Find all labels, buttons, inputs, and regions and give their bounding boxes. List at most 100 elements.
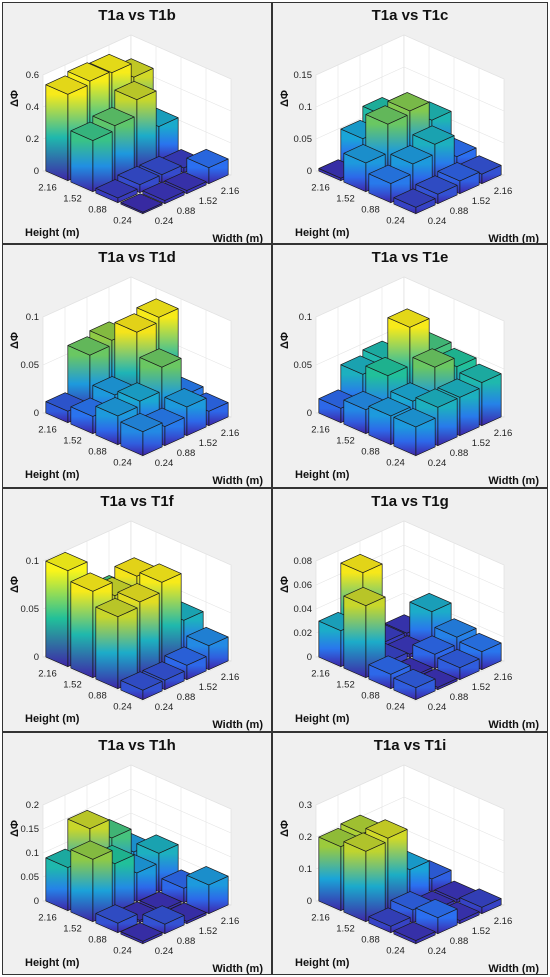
x-tick-label: 2.16 <box>221 672 240 683</box>
z-axis-label: ΔΦ <box>279 576 291 593</box>
width-axis-label: Width (m) <box>488 963 539 975</box>
bar-face <box>343 841 367 923</box>
bar-face <box>95 606 119 690</box>
bar-top <box>142 181 185 201</box>
bar-top <box>393 408 436 428</box>
y-tick-label: 2.16 <box>311 669 330 680</box>
z-tick-label: 0.6 <box>26 70 39 81</box>
x-tick-label: 1.52 <box>472 438 491 449</box>
y-tick-label: 1.52 <box>336 680 355 691</box>
bar-top <box>415 898 458 919</box>
z-tick-label: 0.1 <box>299 864 312 875</box>
y-tick-label: 2.16 <box>311 183 330 194</box>
bar-face <box>70 849 94 923</box>
x-tick-label: 0.24 <box>155 702 174 713</box>
z-axis-label: ΔΦ <box>9 576 21 593</box>
y-tick-label: 0.24 <box>386 946 405 957</box>
panel-t1h: 0.24 0.88 1.52 2.16 0.24 0.88 1.52 2.16 0 0.05 0.1… <box>2 732 272 975</box>
height-axis-label: Height (m) <box>25 713 80 725</box>
width-axis-label: Width (m) <box>212 963 263 975</box>
height-axis-label: Height (m) <box>25 469 80 481</box>
y-tick-label: 0.88 <box>361 691 380 702</box>
z-tick-label: 0.05 <box>294 134 313 145</box>
bar <box>120 671 163 701</box>
bar <box>415 898 458 935</box>
x-tick-label: 2.16 <box>221 186 240 197</box>
bar <box>142 181 185 205</box>
bar <box>142 905 185 935</box>
bar <box>164 171 207 195</box>
z-tick-label: 0 <box>307 652 312 663</box>
bar-top <box>70 121 113 141</box>
width-axis-label: Width (m) <box>212 719 263 731</box>
bar-top <box>343 832 386 852</box>
bar-top <box>95 904 138 924</box>
x-tick-label: 0.24 <box>428 216 447 227</box>
x-tick-label: 2.16 <box>494 186 513 197</box>
plot-t1c: 0.240.881.522.160.240.881.522.1600.050.1… <box>294 34 513 227</box>
x-tick-label: 0.88 <box>450 692 469 703</box>
bar-top <box>387 92 430 112</box>
panel-t1d: 0.24 0.88 1.52 2.16 0.24 0.88 1.52 2.16 0 0.05 0.1… <box>2 244 272 488</box>
y-tick-label: 0.88 <box>88 691 107 702</box>
bar <box>343 586 386 679</box>
bar-top <box>186 148 229 169</box>
x-tick-label: 2.16 <box>221 916 240 927</box>
y-tick-label: 0.88 <box>361 205 380 216</box>
x-tick-label: 0.24 <box>155 458 174 469</box>
bar-top <box>393 921 436 941</box>
bar-face <box>45 84 69 182</box>
z-tick-label: 0.2 <box>26 134 39 145</box>
bar-top <box>89 53 132 74</box>
z-tick-label: 0.1 <box>26 312 39 323</box>
x-tick-label: 2.16 <box>221 428 240 439</box>
x-tick-label: 1.52 <box>472 926 491 937</box>
bar-top <box>67 62 110 82</box>
bar <box>120 922 163 945</box>
y-tick-label: 0.88 <box>361 935 380 946</box>
z-tick-label: 0.1 <box>26 848 39 859</box>
bar-top <box>95 179 138 199</box>
bar-top <box>365 105 408 125</box>
y-tick-label: 0.24 <box>386 216 405 227</box>
plot-t1b: 0.240.881.522.160.240.881.522.1600.20.40… <box>26 34 240 227</box>
y-tick-label: 2.16 <box>38 425 57 436</box>
bar <box>343 832 386 923</box>
width-axis-label: Width (m) <box>488 233 539 244</box>
bar-top <box>117 583 160 603</box>
panel-t1i: 0.24 0.88 1.52 2.16 0.24 0.88 1.52 2.16 0 0.1 0.2 0… <box>272 732 548 975</box>
bar-top <box>114 313 157 333</box>
bar-top <box>92 106 135 127</box>
x-tick-label: 0.88 <box>177 206 196 217</box>
y-tick-label: 0.24 <box>113 216 132 227</box>
bar-top <box>412 348 455 368</box>
bar <box>120 412 163 457</box>
bar-top <box>437 162 480 182</box>
chart-title: T1a vs T1b <box>98 7 176 24</box>
height-axis-label: Height (m) <box>295 469 350 481</box>
z-tick-label: 0 <box>307 896 312 907</box>
bar-top <box>70 572 113 592</box>
bar <box>70 121 113 193</box>
z-tick-label: 0.2 <box>299 832 312 843</box>
bar-top <box>139 563 182 583</box>
bar-top <box>114 80 157 101</box>
z-tick-label: 0 <box>34 652 39 663</box>
bar-top <box>139 348 182 368</box>
x-tick-label: 0.88 <box>177 448 196 459</box>
bar-top <box>434 618 477 638</box>
z-tick-label: 0.08 <box>294 556 313 567</box>
panel-t1e: 0.24 0.88 1.52 2.16 0.24 0.88 1.52 2.16 0 0.05 0.1… <box>272 244 548 488</box>
z-tick-label: 0.1 <box>26 556 39 567</box>
chart-title: T1a vs T1c <box>371 7 449 24</box>
bar-top <box>415 175 458 195</box>
x-tick-label: 2.16 <box>494 428 513 439</box>
width-axis-label: Width (m) <box>488 475 539 487</box>
z-tick-label: 0.3 <box>299 800 312 811</box>
y-tick-label: 0.24 <box>113 458 132 469</box>
y-tick-label: 2.16 <box>38 669 57 680</box>
y-tick-label: 1.52 <box>63 436 82 447</box>
y-tick-label: 2.16 <box>311 425 330 436</box>
